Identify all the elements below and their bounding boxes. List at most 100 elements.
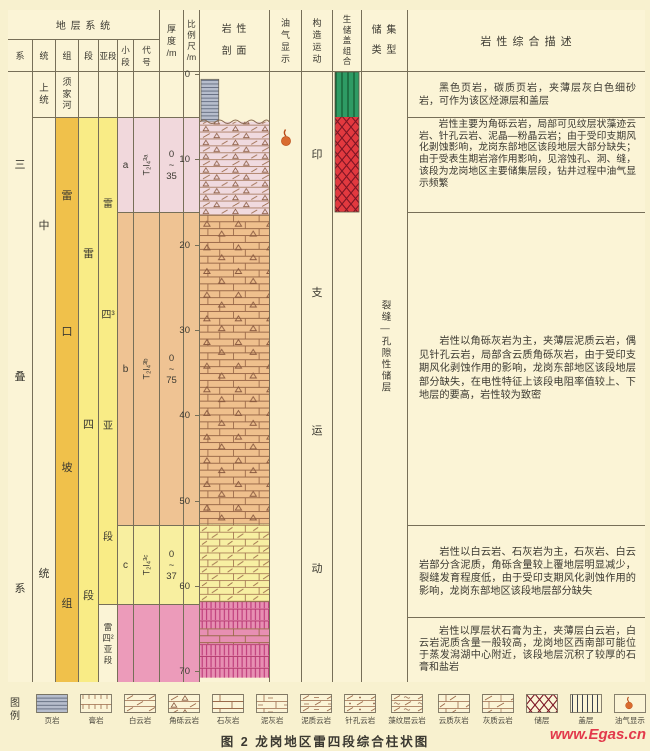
legend-swatch [168,694,200,713]
legend-label: 膏岩 [88,716,104,725]
segment-a-pattern [200,121,269,216]
cell-formation-xujiahe: 须 家 河 [56,72,79,118]
caprock-block-pattern [335,72,359,117]
legend-swatch-pattern [391,694,423,713]
cell-submember-top-empty [99,72,118,118]
header-col-series-label: 统 [39,51,49,61]
subunit-a-label: a [122,159,129,171]
oil-gas-show-symbol [281,129,291,146]
cell-assemblage-column [333,72,362,682]
scale-dash-icon [195,415,202,417]
cell-member-top-empty [79,72,99,118]
scale-dash-icon [195,671,202,673]
legend-swatch-pattern [212,694,245,713]
shale-bar [200,78,220,123]
subunit-c-label: c [123,559,128,571]
legend-swatch-pattern [300,694,333,713]
scale-number: 10 [179,154,190,166]
description-text-4: 岩性以白云岩、石灰岩为主，石灰岩、白云岩部分含泥质，角砾含量较上覆地层明显减少，… [419,546,636,597]
cell-oil-gas-column [270,72,302,682]
formation-xujiahe-label: 须 家 河 [62,77,72,111]
legend-item: 藻纹层云岩 [388,694,426,726]
cell-lithology-column [200,72,270,682]
subunit-b-label: b [122,363,129,375]
legend-swatch [80,694,112,713]
cell-submember-leisi3: 雷 四³ 亚 段 [99,118,118,605]
scale-dash-icon [195,329,202,331]
scale-tick: 30 [158,325,202,337]
legend-swatch-pattern [168,694,200,713]
description-row-3: 岩性以角砾灰岩为主，夹薄层泥质云岩，偶见针孔云岩，局部含云质角砾灰岩，由于受印支… [408,213,645,526]
cell-subunit-c: c [118,526,134,605]
cell-scale-b [184,213,200,526]
description-text-1: 黑色页岩，碳质页岩，夹薄层灰白色细砂岩，可作为该区烃源层和盖层 [419,82,636,107]
legend-label: 云质灰岩 [438,716,469,725]
cell-formation-leikoupo: 雷 口 坡 组 [56,118,79,682]
header-col-series: 统 [33,40,56,72]
legend-swatch [256,694,289,713]
scale-tick: 50 [158,496,202,508]
segment-boundaries [200,214,269,603]
series-upper-label: 上 统 [39,82,49,106]
assemblage-graphic [334,72,360,213]
header-col-submember-label: 亚段 [99,50,117,61]
scale-number: 30 [179,324,190,336]
cell-scale-top [184,72,200,118]
legend-swatch [525,694,558,713]
cell-code-top-empty [134,72,160,118]
header-description-label: 岩 性 综 合 描 述 [480,35,573,48]
header-assemblage: 生 储 盖 组 合 [333,10,362,72]
scale-number: 50 [179,495,190,507]
legend-item: 角砾云岩 [168,694,200,726]
cell-subunit-b: b [118,213,134,526]
cell-scale-a [184,118,200,213]
legend-swatch-pattern [256,694,289,713]
header-col-subunit: 小段 [118,40,134,72]
segment-b-breccia-overlay [200,215,269,524]
legend-title: 图 例 [10,697,20,723]
header-oil-gas: 油 气 显 示 [270,10,302,72]
gypsum-dolomite-band-pattern [200,628,269,645]
legend-item: 针孔云岩 [344,694,377,726]
legend-item: 云质灰岩 [437,694,470,726]
scale-tick: 60 [158,581,202,593]
header-tectonic-label: 构 造 运 动 [312,17,322,64]
cell-code-b: T₂l₄³ᵇ [134,213,160,526]
cell-thickness-a: 0 ~ 35 [160,118,184,213]
header-col-code: 代号 [134,40,160,72]
legend-swatch-pattern [481,694,514,713]
reservoir-block-pattern [335,117,359,212]
header-col-formation: 组 [56,40,79,72]
header-scale-label: 比 例 尺 /m [186,18,197,62]
legend-label: 泥质云岩 [301,716,332,725]
legend-item: 泥质云岩 [300,694,333,726]
code-b-label: T₂l₄³ᵇ [141,358,152,380]
header-col-formation-label: 组 [62,51,72,61]
cell-member-leisi: 雷 四 段 [79,118,99,682]
submember-leisi2-label: 雷 四² 亚 段 [102,621,114,665]
description-row-5: 岩性以厚层状石膏为主，夹薄层白云岩，白云岩泥质含量一般较高，龙岗地区西南部可能位… [408,618,645,682]
header-reservoir-type: 储 集 类 型 [362,10,408,72]
header-tectonic: 构 造 运 动 [302,10,333,72]
header-scale: 比 例 尺 /m [184,10,200,72]
legend-item: 白云岩 [124,694,156,726]
scale-tick: 20 [158,240,202,252]
scale-dash-icon [195,244,202,246]
watermark: www.Egas.cn [549,726,646,743]
legend-swatch-pattern [569,694,602,713]
legend-item: 储层 [525,694,558,726]
header-thickness: 厚 度 /m [160,10,184,72]
legend-label: 泥灰岩 [260,716,284,725]
legend-swatch-pattern [344,694,377,713]
cell-thickness-c: 0 ~ 37 [160,526,184,605]
header-col-subunit-label: 小段 [121,44,130,67]
legend-title-label: 图 例 [10,698,20,722]
legend-label: 针孔云岩 [345,716,376,725]
description-row-4: 岩性以白云岩、石灰岩为主，石灰岩、白云岩部分含泥质，角砾含量较上覆地层明显减少，… [408,526,645,618]
scale-dash-icon [195,74,202,75]
assemblage-outline [334,72,360,213]
description-text-3: 岩性以角砾灰岩为主，夹薄层泥质云岩，偶见针孔云岩，局部含云质角砾灰岩，由于受印支… [419,336,636,402]
legend-item: 灰质云岩 [481,694,514,726]
legend-label: 油气显示 [614,716,645,725]
cell-submember-leisi2: 雷 四² 亚 段 [99,605,118,682]
